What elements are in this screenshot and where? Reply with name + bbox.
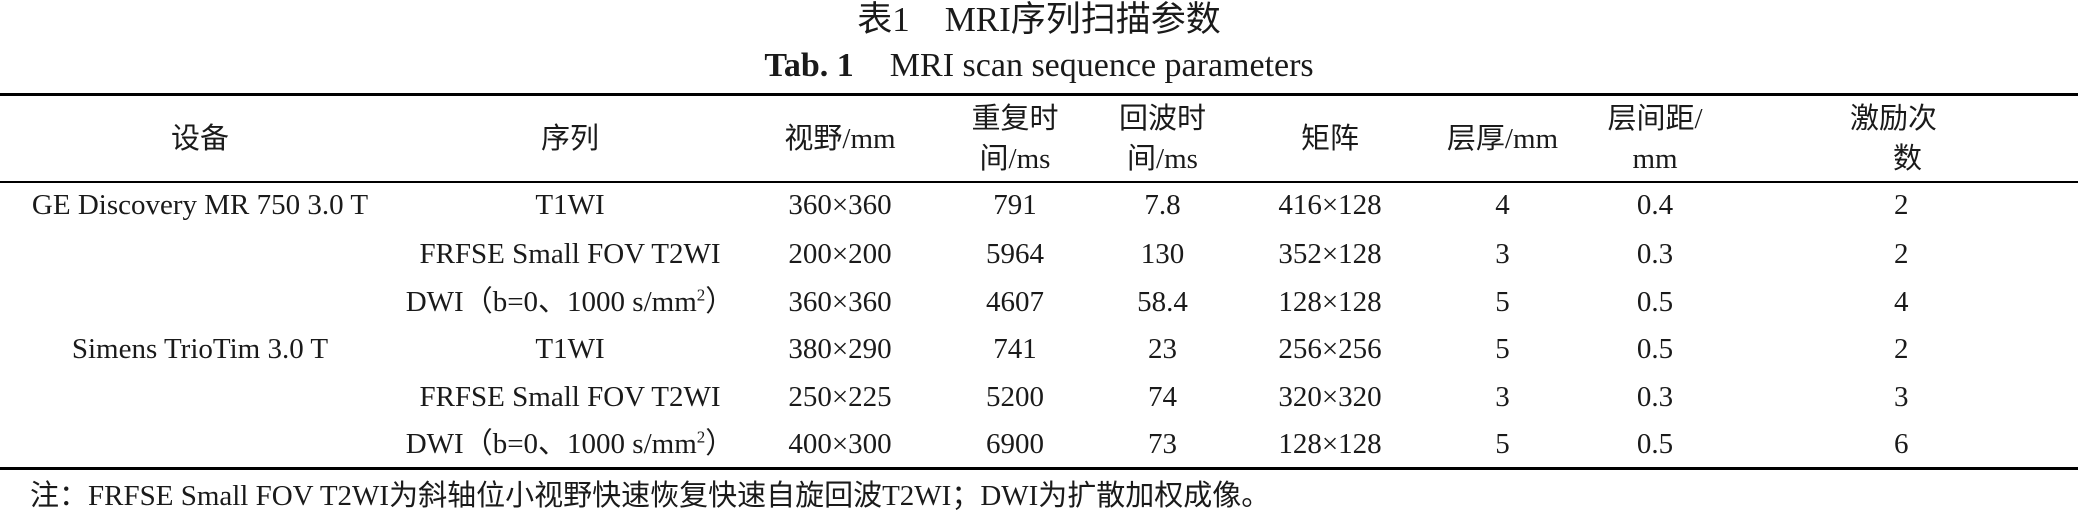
cell-thickness: 3 — [1495, 380, 1510, 413]
cell-device: GE Discovery MR 750 3.0 T — [31, 189, 369, 222]
header-rule — [0, 181, 2078, 183]
cell-fov: 400×300 — [788, 428, 892, 460]
cell-te: 73 — [1148, 428, 1177, 460]
cell-te: 23 — [1148, 333, 1177, 365]
cell-device — [0, 279, 400, 327]
cell-sequence: DWI（b=0、1000 s/mm2） — [400, 421, 740, 469]
table-number: Tab. 1 — [764, 47, 854, 84]
cell-te: 74 — [1148, 380, 1177, 413]
header-te-line1: 回波时 — [1118, 102, 1206, 135]
bottom-rule — [0, 467, 2078, 470]
cell-matrix: 256×256 — [1278, 333, 1382, 365]
cell-matrix: 128×128 — [1278, 285, 1382, 318]
sequence-end: ） — [705, 285, 735, 318]
superscript: 2 — [696, 284, 706, 304]
cell-thickness: 5 — [1495, 428, 1510, 460]
table-title-en-text: MRI scan sequence parameters — [889, 47, 1314, 84]
cell-device: Simens TrioTim 3.0 T — [71, 333, 329, 365]
sequence-end: ） — [705, 428, 735, 460]
cell-te: 58.4 — [1137, 285, 1188, 318]
cell-thickness: 4 — [1495, 189, 1510, 222]
superscript: 2 — [696, 427, 706, 447]
cell-fov: 380×290 — [788, 333, 892, 365]
header-matrix: 矩阵 — [1300, 122, 1359, 155]
cell-gap: 0.5 — [1636, 285, 1674, 318]
cell-tr: 6900 — [986, 428, 1044, 460]
sequence-text: DWI（b=0、1000 s/mm — [405, 428, 697, 460]
cell-tr: 791 — [993, 189, 1037, 222]
header-te-line2: 间/ms — [1127, 142, 1198, 175]
cell-tr: 4607 — [986, 285, 1044, 318]
table-title-en: Tab. 1 MRI scan sequence parameters — [0, 46, 2078, 86]
table-note: 注：FRFSE Small FOV T2WI为斜轴位小视野快速恢复快速自旋回波T… — [30, 480, 1271, 512]
table-row: FRFSE Small FOV T2WI 250×225 5200 74 320… — [0, 374, 2078, 422]
cell-device — [0, 421, 400, 469]
header-fov: 视野/mm — [784, 122, 896, 155]
cell-nex: 4 — [1894, 285, 1909, 318]
header-tr: 重复时间/ms — [940, 96, 1090, 181]
cell-device — [0, 374, 400, 422]
cell-thickness: 3 — [1495, 238, 1510, 270]
header-tr-line2: 间/ms — [979, 142, 1051, 175]
header-row: 设备 序列 视野/mm 重复时间/ms 回波时间/ms 矩阵 层厚/mm 层间距… — [0, 96, 2078, 181]
cell-nex: 6 — [1894, 428, 1909, 460]
cell-thickness: 5 — [1495, 285, 1510, 318]
cell-sequence: FRFSE Small FOV T2WI — [419, 238, 721, 270]
header-gap-line2: mm — [1632, 142, 1678, 175]
cell-tr: 5200 — [986, 380, 1044, 413]
cell-matrix: 352×128 — [1278, 238, 1382, 270]
cell-device — [0, 231, 400, 279]
table-row: Simens TrioTim 3.0 T T1WI 380×290 741 23… — [0, 326, 2078, 374]
cell-nex: 2 — [1894, 333, 1909, 365]
cell-sequence: T1WI — [535, 189, 605, 222]
header-tr-line1: 重复时 — [971, 102, 1059, 135]
cell-gap: 0.3 — [1636, 238, 1674, 270]
table-row: DWI（b=0、1000 s/mm2） 360×360 4607 58.4 12… — [0, 279, 2078, 327]
cell-matrix: 128×128 — [1278, 428, 1382, 460]
cell-nex: 3 — [1894, 380, 1909, 413]
cell-matrix: 416×128 — [1278, 189, 1382, 222]
table-row: FRFSE Small FOV T2WI 200×200 5964 130 35… — [0, 231, 2078, 279]
header-nex-line2: 数 — [1893, 142, 1923, 175]
sequence-text: DWI（b=0、1000 s/mm — [405, 285, 697, 318]
cell-sequence: T1WI — [535, 333, 605, 365]
cell-thickness: 5 — [1495, 333, 1510, 365]
cell-gap: 0.5 — [1636, 333, 1674, 365]
cell-tr: 5964 — [986, 238, 1044, 270]
cell-gap: 0.5 — [1636, 428, 1674, 460]
parameters-table: 设备 序列 视野/mm 重复时间/ms 回波时间/ms 矩阵 层厚/mm 层间距… — [0, 96, 2078, 469]
cell-fov: 360×360 — [788, 189, 892, 222]
cell-te: 130 — [1140, 238, 1185, 270]
cell-tr: 741 — [993, 333, 1037, 365]
top-rule — [0, 93, 2078, 96]
header-thickness: 层厚/mm — [1446, 122, 1559, 155]
cell-matrix: 320×320 — [1278, 380, 1382, 413]
table-row: DWI（b=0、1000 s/mm2） 400×300 6900 73 128×… — [0, 421, 2078, 469]
header-gap-line1: 层间距/ — [1607, 102, 1703, 135]
header-gap: 层间距/mm — [1580, 96, 1730, 181]
header-device: 设备 — [170, 122, 229, 155]
cell-sequence: DWI（b=0、1000 s/mm2） — [400, 279, 740, 327]
cell-nex: 2 — [1894, 189, 1909, 222]
cell-gap: 0.3 — [1636, 380, 1674, 413]
cell-sequence: FRFSE Small FOV T2WI — [419, 380, 721, 413]
cell-gap: 0.4 — [1636, 189, 1674, 222]
header-nex: 激励次数 — [1730, 96, 2078, 181]
header-sequence: 序列 — [540, 122, 599, 155]
table-title-cn: 表1 MRI序列扫描参数 — [857, 0, 1221, 39]
cell-fov: 250×225 — [788, 380, 892, 413]
table-row: GE Discovery MR 750 3.0 T T1WI 360×360 7… — [0, 181, 2078, 231]
header-nex-line1: 激励次 — [1850, 102, 1938, 135]
cell-te: 7.8 — [1144, 189, 1181, 222]
cell-fov: 360×360 — [788, 285, 892, 318]
header-te: 回波时间/ms — [1090, 96, 1235, 181]
cell-nex: 2 — [1894, 238, 1909, 270]
cell-fov: 200×200 — [788, 238, 892, 270]
